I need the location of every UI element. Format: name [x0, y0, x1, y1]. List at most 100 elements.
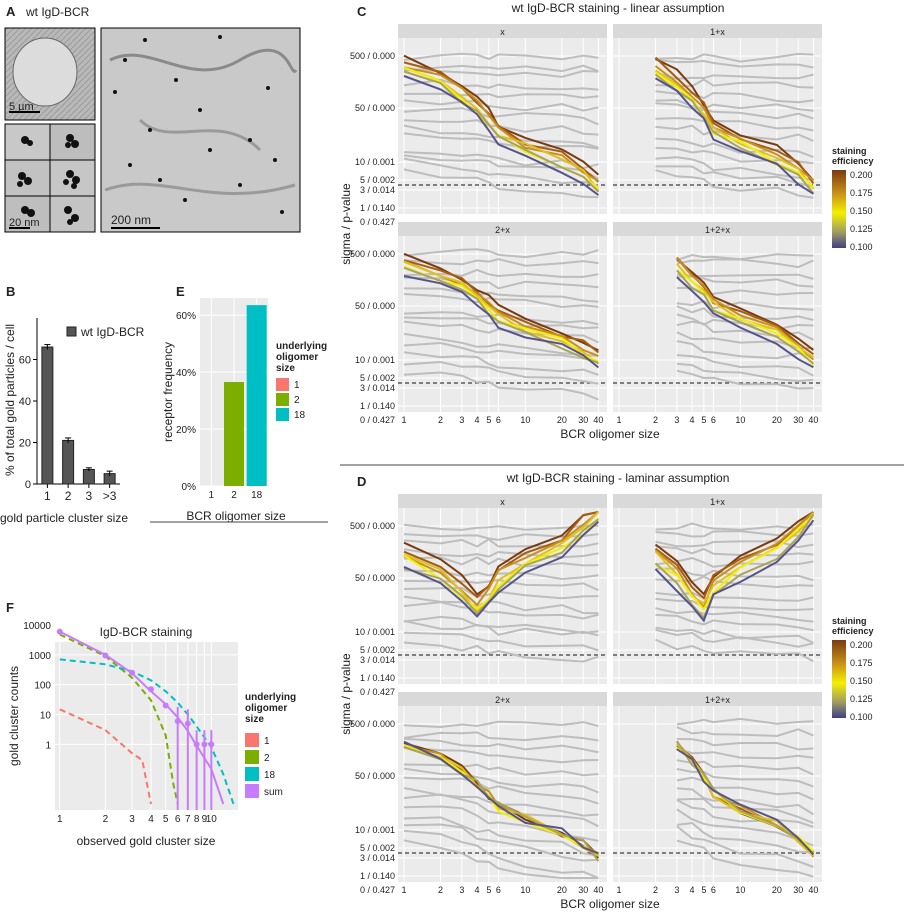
series-line — [403, 320, 599, 344]
x-tick-label: 5 — [701, 885, 706, 895]
y-axis-label: sigma / p-value — [339, 183, 353, 265]
bar — [41, 346, 54, 485]
y-tick-label: 5 / 0.002 — [360, 373, 395, 383]
legend-tick-label: 0.125 — [850, 224, 873, 234]
series-line — [676, 258, 814, 269]
series-line — [676, 253, 814, 262]
series-line — [676, 258, 815, 351]
x-tick-label: 8 — [194, 814, 200, 825]
legend-swatch — [245, 733, 259, 747]
series-line — [403, 601, 599, 620]
legend-title: staining — [832, 146, 867, 156]
x-tick-label: 5 — [486, 885, 491, 895]
series-line — [403, 266, 599, 364]
legend-label: wt IgD-BCR — [80, 325, 145, 339]
series-line — [403, 287, 599, 303]
series-line — [676, 747, 814, 760]
x-tick-label: 2 — [103, 814, 109, 825]
y-tick-label: 5 / 0.002 — [360, 843, 395, 853]
series-line — [403, 767, 599, 794]
y-tick-label: 5 / 0.002 — [360, 645, 395, 655]
x-tick-label: 3 — [86, 489, 93, 503]
chart-title: wt IgD-BCR staining - laminar assumption — [506, 471, 730, 485]
x-tick-label: 30 — [578, 415, 588, 425]
y-tick-label: 1 — [45, 740, 51, 751]
x-tick-label: 4 — [690, 415, 695, 425]
chart-title: IgD-BCR staining — [100, 625, 193, 639]
x-tick-label: 30 — [793, 885, 803, 895]
y-tick-label: 10000 — [23, 621, 51, 632]
legend-title: efficiency — [832, 626, 874, 636]
x-tick-label: 2 — [653, 415, 658, 425]
series-line — [403, 61, 600, 183]
x-tick-label: >3 — [103, 489, 117, 503]
series-line — [403, 776, 599, 805]
panel-label-c: C — [357, 4, 367, 19]
y-tick-label: 60% — [176, 311, 196, 322]
legend-label: 18 — [264, 770, 276, 781]
x-tick-label: 5 — [701, 415, 706, 425]
y-tick-label: 0% — [182, 482, 197, 493]
y-tick-label: 100 — [34, 681, 51, 692]
y-tick-label: 50 / 0.000 — [355, 771, 395, 781]
x-tick-label: 20 — [772, 415, 782, 425]
x-tick-label: 6 — [711, 885, 716, 895]
x-tick-label: 3 — [459, 885, 464, 895]
series-line — [403, 518, 599, 616]
legend-tick-label: 0.125 — [850, 694, 873, 704]
x-tick-label: 2 — [438, 885, 443, 895]
legend-swatch — [276, 393, 289, 406]
series-line — [655, 613, 814, 632]
legend-swatch — [245, 750, 259, 764]
series-line — [654, 71, 815, 189]
series-line — [655, 78, 814, 89]
y-axis-label: gold cluster counts — [7, 666, 21, 766]
x-axis-label: gold particle cluster size — [0, 511, 128, 525]
series-line — [654, 56, 815, 185]
legend-title: staining — [832, 616, 867, 626]
series-line — [403, 631, 599, 652]
series-line — [676, 269, 815, 365]
x-tick-label: 1 — [209, 490, 215, 501]
x-tick-label: 4 — [475, 415, 480, 425]
data-point — [162, 702, 169, 709]
y-tick-label: 20% — [176, 425, 196, 436]
panel-label-d: D — [357, 474, 366, 489]
series-line — [655, 58, 814, 69]
series-line — [655, 102, 814, 120]
x-tick-label: 4 — [475, 885, 480, 895]
panel-c: wt IgD-BCR staining - linear assumption x… — [339, 1, 874, 441]
series-line — [655, 557, 814, 568]
facet-strip — [398, 494, 607, 508]
facet-strip — [613, 222, 822, 236]
x-tick-label: 1 — [616, 415, 621, 425]
series-line — [403, 154, 599, 180]
series-line — [403, 595, 599, 615]
legend-tick-label: 0.150 — [850, 676, 873, 686]
series-line — [403, 737, 599, 754]
series-line — [676, 362, 814, 383]
y-tick-label: 10 / 0.001 — [355, 355, 395, 365]
y-tick-label: 3 / 0.014 — [360, 383, 395, 393]
x-tick-label: 3 — [674, 415, 679, 425]
series-line — [403, 70, 600, 193]
plot-background — [398, 508, 607, 684]
series-line — [403, 275, 600, 369]
color-bar — [832, 640, 846, 718]
x-tick-label: 5 — [486, 415, 491, 425]
series-line — [403, 75, 599, 196]
x-tick-label: 40 — [593, 415, 603, 425]
series-line — [403, 78, 599, 91]
y-tick-label: 20 — [19, 438, 31, 450]
x-tick-label: 20 — [557, 415, 567, 425]
panel-b: 0 20 40 60 1 2 3 >3 wt IgD-BCR gold particle clus… — [0, 318, 145, 525]
series-line — [403, 119, 599, 136]
series-line — [676, 717, 814, 726]
series-line — [403, 548, 599, 559]
y-tick-label: 10 / 0.001 — [355, 157, 395, 167]
panel-label-a: A — [6, 4, 16, 19]
legend-tick-label: 0.100 — [850, 242, 873, 252]
legend-title: underlying — [276, 341, 327, 352]
panel-f: IgD-BCR staining 10000 1000 100 10 1 1 2 3 4 5 6 7 8 9… — [7, 621, 296, 848]
